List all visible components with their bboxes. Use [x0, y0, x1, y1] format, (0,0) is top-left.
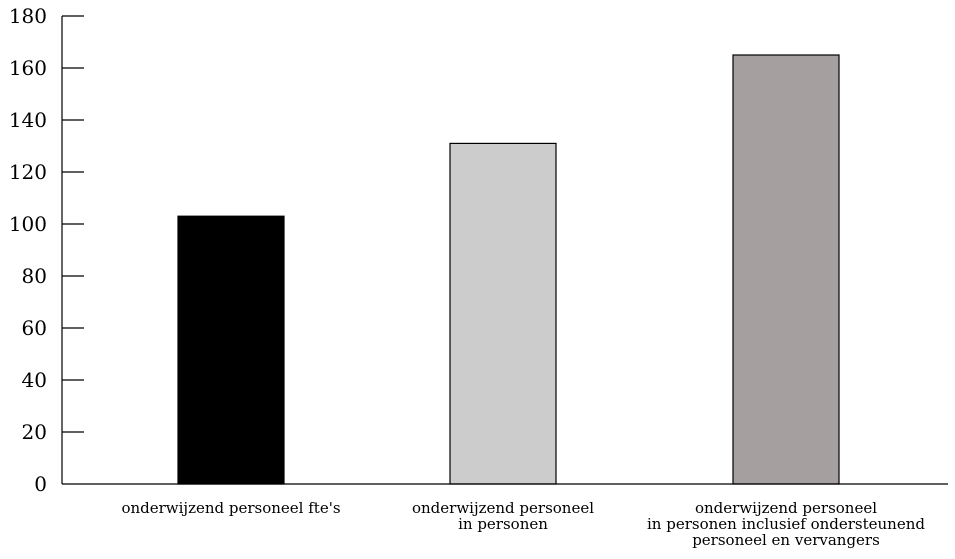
y-tick-label: 160	[9, 56, 47, 80]
category-label-line: onderwijzend personeel fte's	[121, 499, 340, 517]
y-tick-label: 20	[22, 420, 47, 444]
y-tick-label: 0	[34, 472, 47, 496]
y-tick-label: 100	[9, 212, 47, 236]
category-label-line: in personen	[458, 515, 548, 533]
category-label-line: personeel en vervangers	[692, 531, 880, 549]
category-label-line: onderwijzend personeel	[695, 499, 877, 517]
y-tick-label: 120	[9, 160, 47, 184]
bars	[177, 54, 840, 485]
category-label: onderwijzend personeel in personen	[412, 499, 594, 533]
category-label-line: onderwijzend personeel	[412, 499, 594, 517]
bar-1	[177, 215, 285, 485]
bar-3	[732, 54, 840, 485]
category-label-line: in personen inclusief ondersteunend	[647, 515, 925, 533]
y-tick-label: 60	[22, 316, 47, 340]
y-tick-label: 180	[9, 4, 47, 28]
bar-2	[449, 142, 557, 485]
category-label: onderwijzend personeel fte's	[121, 499, 340, 517]
y-axis: 0 20 40 60 80 100 120 140 160 180	[9, 4, 84, 496]
y-tick-label: 140	[9, 108, 47, 132]
y-tick-label: 40	[22, 368, 47, 392]
category-labels: onderwijzend personeel fte's onderwijzend…	[121, 499, 925, 549]
y-tick-label: 80	[22, 264, 47, 288]
category-label: onderwijzend personeel in personen inclus…	[647, 499, 925, 549]
